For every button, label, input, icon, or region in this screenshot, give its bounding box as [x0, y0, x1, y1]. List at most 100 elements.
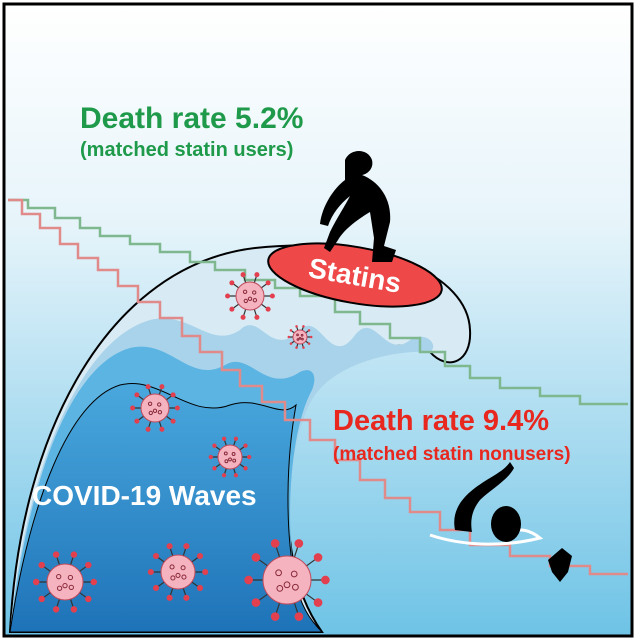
virus-part	[276, 585, 284, 592]
virus-part	[265, 280, 271, 286]
virus-part	[321, 575, 330, 585]
virus-part	[46, 563, 84, 601]
virus-part	[240, 314, 246, 320]
virus-part	[70, 551, 78, 558]
virus-part	[174, 405, 180, 411]
virus-part	[152, 408, 158, 413]
virus-part	[224, 459, 229, 464]
survival-line-users	[8, 198, 628, 406]
virus-part	[229, 306, 235, 312]
virus-part	[170, 392, 176, 398]
virus-part	[295, 325, 298, 328]
virus-part	[225, 293, 231, 299]
virus-part	[252, 298, 258, 303]
virus-part	[251, 598, 261, 607]
virus-part	[157, 410, 163, 415]
arm	[454, 462, 514, 532]
virus-part	[265, 306, 271, 312]
virus-part	[180, 565, 186, 571]
virus-part	[301, 337, 304, 341]
virus-part	[152, 552, 160, 560]
virus-part	[212, 466, 217, 471]
virus-part	[307, 342, 311, 345]
virus-part	[62, 582, 68, 589]
virus-part	[130, 405, 136, 411]
head	[491, 506, 521, 542]
virus-part	[235, 281, 265, 311]
virus-part	[240, 272, 246, 278]
virus-part	[294, 612, 304, 621]
virus-part	[152, 584, 160, 592]
virus-part	[228, 457, 232, 462]
virus-part	[242, 289, 248, 294]
virus-part	[145, 384, 151, 390]
virus-part	[289, 342, 293, 345]
virus-part	[292, 583, 299, 591]
virus-part	[270, 612, 280, 621]
virus-part	[85, 595, 92, 603]
virus-part	[56, 585, 63, 591]
virus-part	[296, 333, 299, 337]
virus-part	[247, 454, 252, 460]
virus-part	[32, 578, 40, 586]
virus-part	[181, 574, 187, 580]
virus-part	[270, 539, 280, 548]
virus-part	[221, 436, 227, 441]
virus-part	[208, 454, 213, 460]
virus-part	[243, 466, 248, 471]
virus-part	[254, 314, 260, 320]
viruses	[32, 272, 330, 621]
virus-part	[251, 553, 261, 562]
virus-part	[202, 568, 209, 576]
virus-part	[134, 418, 140, 424]
virus-part	[183, 594, 190, 601]
virus-part	[221, 473, 227, 478]
virus-part	[233, 473, 239, 478]
virus-part	[223, 451, 228, 456]
virus-part	[159, 426, 165, 432]
virus-part	[275, 569, 282, 577]
users-death-rate: Death rate 5.2%	[80, 102, 303, 135]
virus-part	[147, 568, 154, 576]
virus-part	[38, 595, 45, 603]
hand	[548, 548, 572, 582]
virus-part	[212, 443, 217, 448]
virus-part	[252, 290, 257, 295]
virus-part	[38, 561, 45, 569]
virus-part	[68, 584, 74, 591]
virus-part	[175, 572, 181, 578]
virus-part	[134, 392, 140, 398]
virus-part	[254, 272, 260, 278]
virus-part	[166, 594, 173, 601]
virus-part	[159, 384, 165, 390]
virus-part	[160, 554, 196, 590]
virus-part	[302, 325, 305, 328]
nonusers-death-rate: Death rate 9.4%	[333, 405, 549, 437]
users-subtitle: (matched statin users)	[80, 139, 293, 161]
virus-part	[183, 543, 190, 550]
virus-part	[296, 338, 300, 341]
virus-part	[294, 539, 304, 548]
virus-part	[243, 298, 248, 304]
splash	[429, 528, 544, 546]
virus-part	[231, 452, 236, 456]
virus-part	[298, 337, 302, 340]
virus-part	[52, 606, 60, 613]
nonusers-subtitle: (matched statin nonusers)	[333, 444, 571, 465]
virus-part	[170, 418, 176, 424]
virus-part	[52, 551, 60, 558]
virus-part	[56, 573, 62, 580]
virus-part	[262, 555, 312, 605]
virus-part	[302, 346, 305, 349]
swimmer	[429, 462, 572, 582]
virus-part	[148, 410, 153, 416]
virus-part	[90, 578, 98, 586]
virus-part	[289, 329, 293, 332]
virus-part	[309, 335, 313, 339]
virus-part	[85, 561, 92, 569]
surfer	[320, 151, 396, 262]
surfboard: Statins	[267, 242, 443, 308]
virus-part	[196, 552, 204, 560]
